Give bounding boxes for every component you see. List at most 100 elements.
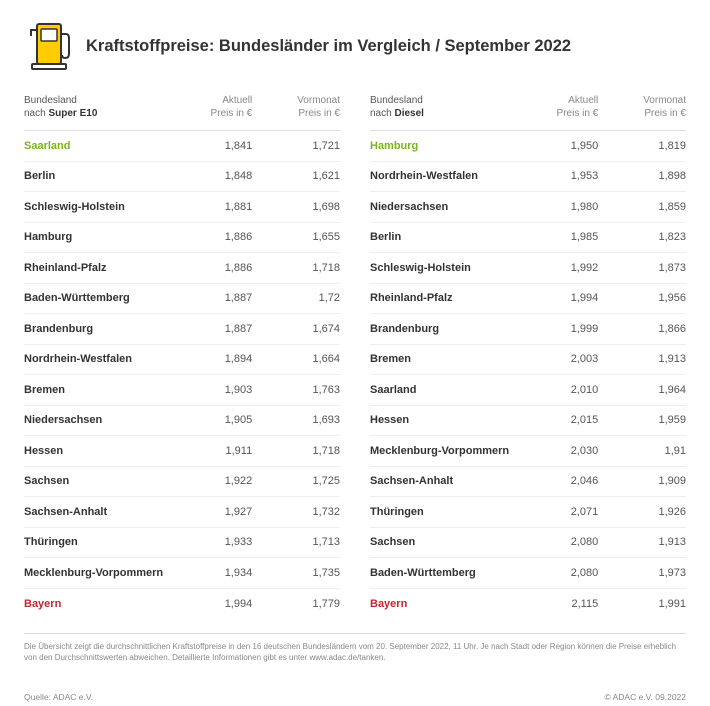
cell-state-name: Hamburg: [24, 231, 164, 243]
cell-state-name: Saarland: [370, 384, 510, 396]
cell-prev-price: 1,655: [252, 231, 340, 243]
cell-current-price: 1,999: [510, 323, 598, 335]
table-row: Thüringen2,0711,926: [370, 497, 686, 528]
cell-prev-price: 1,693: [252, 414, 340, 426]
cell-state-name: Bremen: [24, 384, 164, 396]
cell-current-price: 1,953: [510, 170, 598, 182]
cell-current-price: 1,887: [164, 292, 252, 304]
cell-prev-price: 1,718: [252, 445, 340, 457]
cell-prev-price: 1,926: [598, 506, 686, 518]
table-row: Bremen1,9031,763: [24, 375, 340, 406]
cell-state-name: Niedersachsen: [370, 201, 510, 213]
table-row: Berlin1,9851,823: [370, 223, 686, 254]
cell-prev-price: 1,973: [598, 567, 686, 579]
table-row: Hamburg1,8861,655: [24, 223, 340, 254]
cell-prev-price: 1,991: [598, 598, 686, 610]
cell-state-name: Nordrhein-Westfalen: [24, 353, 164, 365]
cell-state-name: Rheinland-Pfalz: [370, 292, 510, 304]
cell-state-name: Thüringen: [370, 506, 510, 518]
cell-prev-price: 1,674: [252, 323, 340, 335]
cell-state-name: Schleswig-Holstein: [24, 201, 164, 213]
footer: Quelle: ADAC e.V. © ADAC e.V. 09.2022: [24, 692, 686, 702]
table-row: Mecklenburg-Vorpommern1,9341,735: [24, 558, 340, 589]
cell-prev-price: 1,72: [252, 292, 340, 304]
cell-prev-price: 1,959: [598, 414, 686, 426]
cell-current-price: 1,985: [510, 231, 598, 243]
cell-prev-price: 1,91: [598, 445, 686, 457]
table-header: Bundesland nach Super E10 AktuellPreis i…: [24, 94, 340, 131]
cell-state-name: Schleswig-Holstein: [370, 262, 510, 274]
cell-state-name: Brandenburg: [370, 323, 510, 335]
cell-state-name: Sachsen-Anhalt: [370, 475, 510, 487]
cell-state-name: Baden-Württemberg: [24, 292, 164, 304]
cell-prev-price: 1,819: [598, 140, 686, 152]
table-row: Niedersachsen1,9801,859: [370, 192, 686, 223]
cell-state-name: Thüringen: [24, 536, 164, 548]
table-body-left: Saarland1,8411,721Berlin1,8481,621 Schles…: [24, 131, 340, 619]
cell-current-price: 1,886: [164, 231, 252, 243]
table-row: Nordrhein-Westfalen1,8941,664: [24, 345, 340, 376]
cell-state-name: Rheinland-Pfalz: [24, 262, 164, 274]
table-row: Bremen2,0031,913: [370, 345, 686, 376]
cell-prev-price: 1,698: [252, 201, 340, 213]
col-header-prev: VormonatPreis in €: [252, 94, 340, 120]
cell-prev-price: 1,732: [252, 506, 340, 518]
cell-prev-price: 1,873: [598, 262, 686, 274]
cell-current-price: 1,887: [164, 323, 252, 335]
cell-state-name: Sachsen: [370, 536, 510, 548]
table-row: Sachsen-Anhalt2,0461,909: [370, 467, 686, 498]
cell-current-price: 1,911: [164, 445, 252, 457]
cell-current-price: 1,934: [164, 567, 252, 579]
table-diesel: Bundesland nach Diesel AktuellPreis in €…: [370, 94, 686, 619]
cell-prev-price: 1,913: [598, 353, 686, 365]
cell-prev-price: 1,763: [252, 384, 340, 396]
table-row: Hessen2,0151,959: [370, 406, 686, 437]
table-row: Berlin1,8481,621: [24, 162, 340, 193]
cell-state-name: Mecklenburg-Vorpommern: [370, 445, 510, 457]
cell-current-price: 2,003: [510, 353, 598, 365]
cell-state-name: Nordrhein-Westfalen: [370, 170, 510, 182]
table-row: Saarland1,8411,721: [24, 131, 340, 162]
fuel-pump-icon: [24, 20, 72, 72]
cell-state-name: Mecklenburg-Vorpommern: [24, 567, 164, 579]
cell-prev-price: 1,718: [252, 262, 340, 274]
table-row: Sachsen1,9221,725: [24, 467, 340, 498]
table-row: Rheinland-Pfalz1,9941,956: [370, 284, 686, 315]
cell-prev-price: 1,866: [598, 323, 686, 335]
table-row: Saarland2,0101,964: [370, 375, 686, 406]
cell-prev-price: 1,664: [252, 353, 340, 365]
table-row: Thüringen1,9331,713: [24, 528, 340, 559]
cell-prev-price: 1,779: [252, 598, 340, 610]
cell-prev-price: 1,898: [598, 170, 686, 182]
cell-current-price: 2,080: [510, 567, 598, 579]
cell-current-price: 2,071: [510, 506, 598, 518]
table-row: Baden-Württemberg1,8871,72: [24, 284, 340, 315]
cell-state-name: Berlin: [24, 170, 164, 182]
footnote: Die Übersicht zeigt die durchschnittlich…: [24, 633, 686, 664]
cell-current-price: 1,980: [510, 201, 598, 213]
table-row: Rheinland-Pfalz1,8861,718: [24, 253, 340, 284]
table-row: Niedersachsen1,9051,693: [24, 406, 340, 437]
cell-current-price: 1,933: [164, 536, 252, 548]
cell-current-price: 1,886: [164, 262, 252, 274]
cell-current-price: 1,894: [164, 353, 252, 365]
cell-current-price: 2,080: [510, 536, 598, 548]
page-title: Kraftstoffpreise: Bundesländer im Vergle…: [86, 37, 571, 56]
cell-current-price: 1,950: [510, 140, 598, 152]
cell-current-price: 2,115: [510, 598, 598, 610]
cell-current-price: 1,903: [164, 384, 252, 396]
cell-prev-price: 1,721: [252, 140, 340, 152]
tables-container: Bundesland nach Super E10 AktuellPreis i…: [24, 94, 686, 619]
cell-state-name: Saarland: [24, 140, 164, 152]
cell-current-price: 1,922: [164, 475, 252, 487]
col-header-prev: VormonatPreis in €: [598, 94, 686, 120]
col-header-current: AktuellPreis in €: [510, 94, 598, 120]
table-header: Bundesland nach Diesel AktuellPreis in €…: [370, 94, 686, 131]
cell-prev-price: 1,823: [598, 231, 686, 243]
table-row: Sachsen2,0801,913: [370, 528, 686, 559]
table-row: Nordrhein-Westfalen1,9531,898: [370, 162, 686, 193]
cell-state-name: Baden-Württemberg: [370, 567, 510, 579]
cell-current-price: 1,994: [510, 292, 598, 304]
cell-current-price: 1,905: [164, 414, 252, 426]
table-row: Baden-Württemberg2,0801,973: [370, 558, 686, 589]
